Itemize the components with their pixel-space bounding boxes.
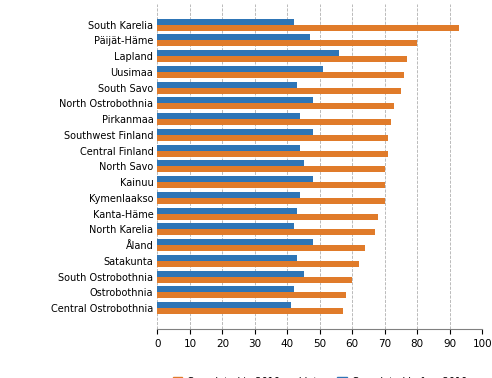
Bar (157, 34, 310, 40)
Bar (157, 160, 304, 166)
Bar (157, 302, 291, 308)
Bar (157, 144, 300, 150)
Bar (157, 214, 378, 220)
Bar (157, 19, 294, 25)
Bar (157, 50, 339, 56)
Bar (157, 82, 297, 88)
Bar (157, 25, 460, 31)
Bar (157, 135, 388, 141)
Bar (157, 277, 352, 283)
Bar (157, 66, 323, 72)
Bar (157, 208, 297, 214)
Bar (157, 97, 313, 103)
Bar (157, 245, 365, 251)
Bar (157, 287, 294, 292)
Bar (157, 271, 304, 277)
Bar (157, 261, 359, 267)
Bar (157, 150, 388, 156)
Bar (157, 166, 385, 172)
Bar (157, 88, 401, 93)
Bar (157, 56, 407, 62)
Bar (157, 176, 313, 182)
Bar (157, 103, 395, 109)
Bar (157, 119, 391, 125)
Bar (157, 182, 385, 188)
Bar (157, 192, 300, 198)
Bar (157, 129, 313, 135)
Bar (157, 72, 404, 78)
Bar (157, 255, 297, 261)
Bar (157, 229, 375, 235)
Bar (157, 239, 313, 245)
Bar (157, 308, 342, 314)
Bar (157, 223, 294, 229)
Legend: Completed in 2010 and later, Completed before 2010: Completed in 2010 and later, Completed b… (169, 373, 471, 378)
Bar (157, 198, 385, 204)
Bar (157, 40, 417, 46)
Bar (157, 113, 300, 119)
Bar (157, 292, 346, 298)
